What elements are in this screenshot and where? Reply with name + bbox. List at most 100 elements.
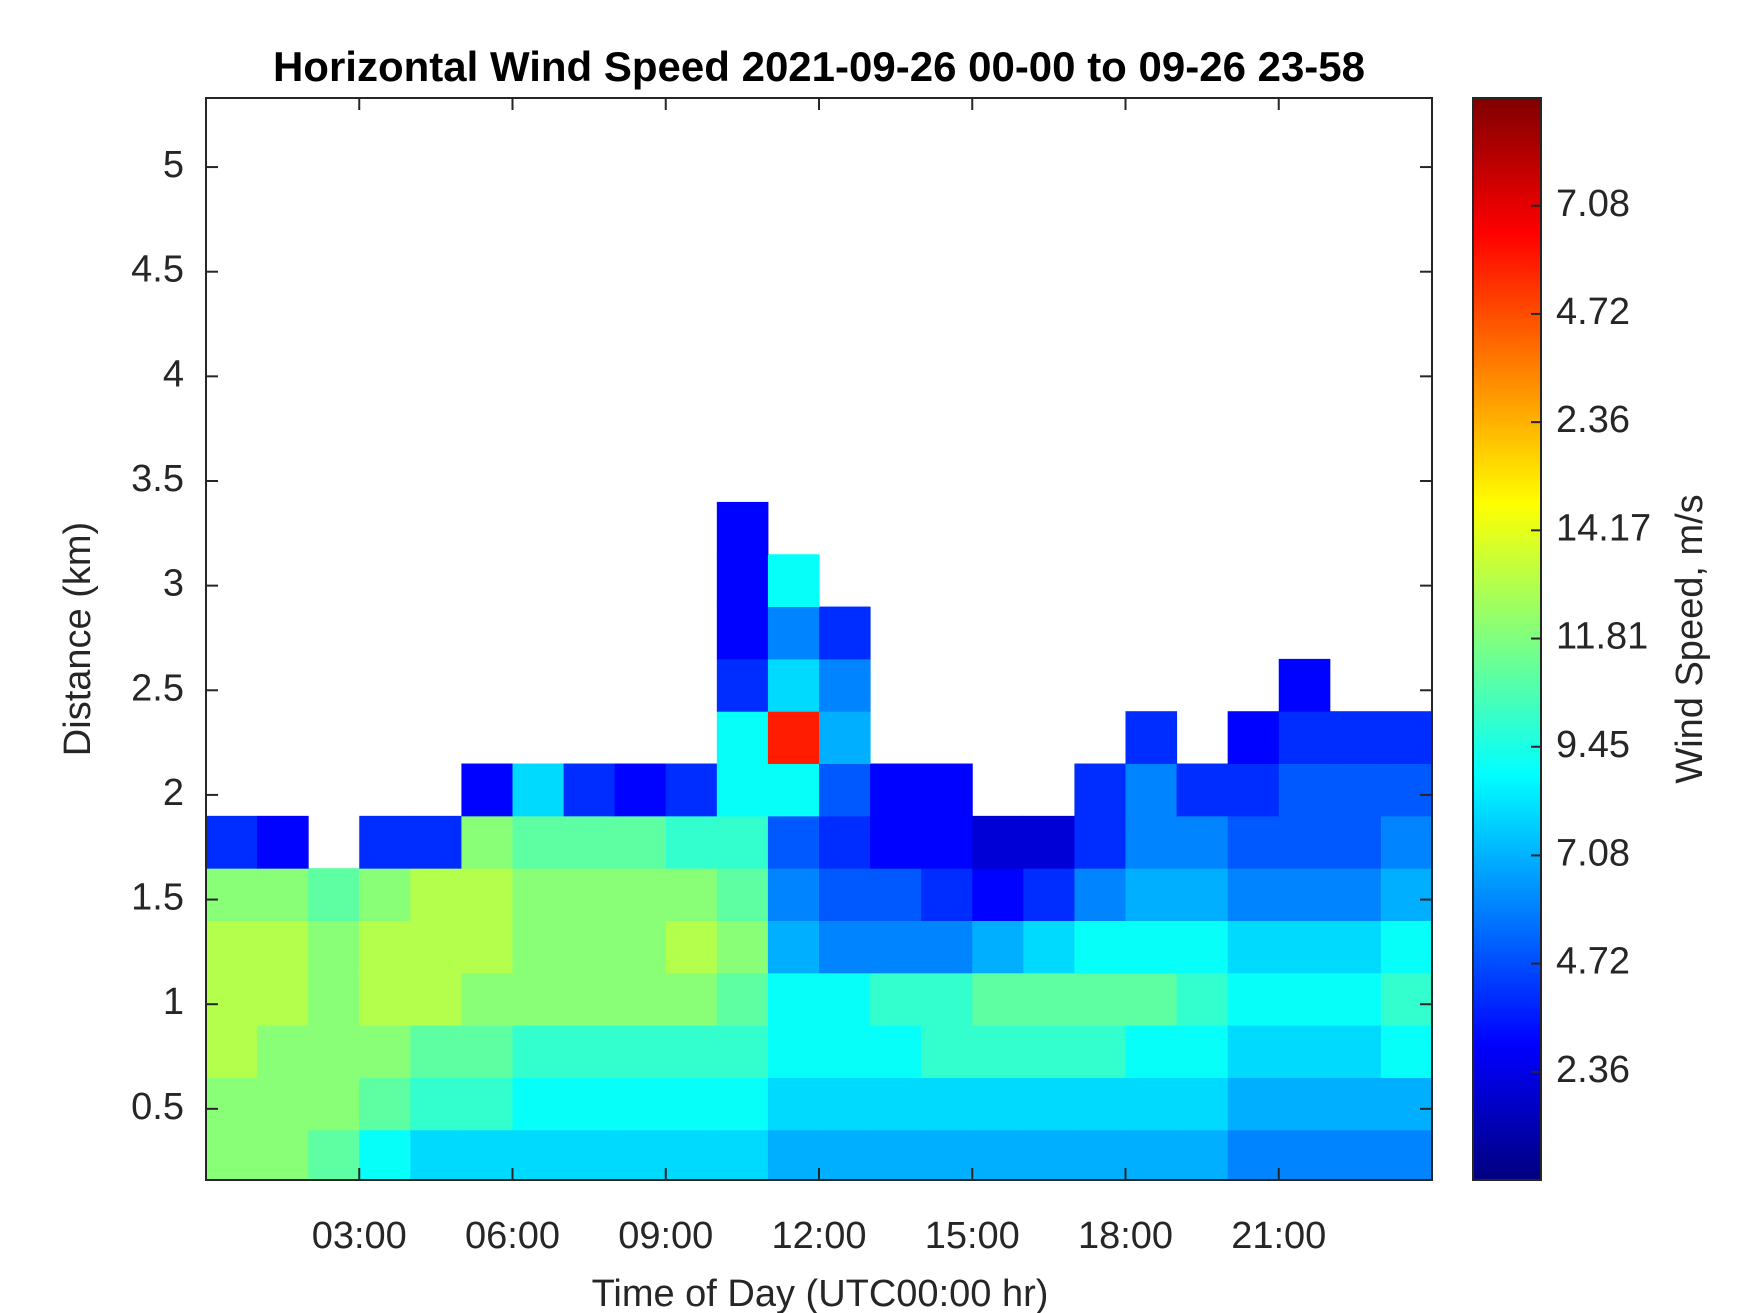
y-tick-label: 4.5	[131, 249, 184, 291]
heatmap-cell	[1278, 1129, 1331, 1181]
heatmap-cell	[870, 1129, 922, 1181]
colorbar	[1472, 97, 1542, 1181]
heatmap-cell	[665, 1077, 718, 1131]
heatmap-cell	[1380, 1129, 1433, 1181]
heatmap-cell	[410, 1025, 462, 1078]
heatmap-cell	[359, 920, 411, 974]
x-tick-label: 12:00	[771, 1215, 866, 1257]
heatmap-cell	[1227, 920, 1280, 974]
heatmap-cell	[870, 763, 922, 817]
heatmap-cell	[614, 920, 667, 974]
heatmap-cell	[1176, 763, 1229, 817]
heatmap-cell	[716, 711, 769, 765]
heatmap-cell	[767, 920, 820, 974]
heatmap-cell	[1125, 1025, 1178, 1078]
heatmap-cell	[665, 763, 718, 817]
heatmap-cell	[819, 815, 871, 869]
heatmap-cell	[1125, 1077, 1178, 1131]
heatmap-cell	[1380, 868, 1433, 921]
heatmap-cell	[1074, 1025, 1126, 1078]
heatmap-cell	[257, 868, 309, 921]
heatmap-cell	[972, 868, 1024, 921]
heatmap-cell	[665, 972, 718, 1026]
heatmap-cell	[410, 1129, 462, 1181]
heatmap-cell	[257, 1077, 309, 1131]
heatmap-cell	[1380, 1077, 1433, 1131]
heatmap-cell	[1125, 711, 1178, 765]
colorbar-tick-label: 7.08	[1556, 183, 1630, 225]
heatmap-cell	[972, 1129, 1024, 1181]
heatmap-cell	[1227, 868, 1280, 921]
heatmap-cell	[1023, 1129, 1075, 1181]
heatmap-cell	[716, 1129, 769, 1181]
heatmap-cell	[614, 1025, 667, 1078]
heatmap-cell	[716, 658, 769, 712]
heatmap-cell	[870, 920, 922, 974]
heatmap-cell	[563, 1129, 616, 1181]
heatmap-cell	[1074, 1129, 1126, 1181]
heatmap-cell	[359, 972, 411, 1026]
heatmap-cell	[1023, 972, 1075, 1026]
heatmap-cell	[1176, 868, 1229, 921]
heatmap-cell	[461, 868, 513, 921]
colorbar-tick-label: 14.17	[1556, 507, 1651, 549]
heatmap-cell	[819, 658, 871, 712]
heatmap-cell	[819, 868, 871, 921]
heatmap-cell	[819, 972, 871, 1026]
colorbar-tick-label: 11.81	[1556, 616, 1648, 658]
heatmap-cell	[767, 711, 820, 765]
heatmap-cell	[206, 868, 258, 921]
y-tick-label: 0.5	[131, 1086, 184, 1128]
heatmap-cell	[1278, 868, 1331, 921]
heatmap-cell	[257, 972, 309, 1026]
heatmap-cell	[716, 501, 769, 555]
heatmap-cell	[665, 868, 718, 921]
heatmap-cell	[921, 868, 973, 921]
heatmap-cell	[1278, 658, 1331, 712]
heatmap-cell	[870, 815, 922, 869]
heatmap-cell	[1227, 972, 1280, 1026]
x-tick-label: 21:00	[1231, 1215, 1326, 1257]
y-tick-label: 2	[163, 772, 184, 814]
heatmap-cell	[716, 763, 769, 817]
heatmap-cell	[870, 972, 922, 1026]
heatmap-cell	[1176, 1077, 1229, 1131]
heatmap-cell	[1023, 868, 1075, 921]
heatmap-cell	[512, 1025, 565, 1078]
heatmap-cell	[1278, 1025, 1331, 1078]
y-tick-label: 4	[163, 353, 184, 395]
heatmap-cell	[819, 920, 871, 974]
heatmap-cell	[257, 1129, 309, 1181]
heatmap-cell	[614, 763, 667, 817]
heatmap-cell	[359, 815, 411, 869]
heatmap-cell	[1176, 1025, 1229, 1078]
y-axis-label: Distance (km)	[57, 522, 99, 756]
heatmap-cell	[614, 815, 667, 869]
heatmap-cell	[716, 554, 769, 608]
heatmap-cell	[1074, 920, 1126, 974]
heatmap-cell	[308, 972, 360, 1026]
heatmap-cell	[512, 972, 565, 1026]
heatmap-cell	[257, 815, 309, 869]
heatmap-cell	[1329, 972, 1382, 1026]
heatmap-cell	[614, 972, 667, 1026]
heatmap-cell	[359, 1077, 411, 1131]
heatmap-cell	[819, 606, 871, 660]
heatmap-cell	[1278, 763, 1331, 817]
heatmap-cell	[870, 868, 922, 921]
chart-title: Horizontal Wind Speed 2021-09-26 00-00 t…	[273, 43, 1365, 90]
y-tick-label: 3	[163, 563, 184, 605]
heatmap-cell	[921, 763, 973, 817]
heatmap-cell	[1278, 1077, 1331, 1131]
heatmap-cell	[1125, 920, 1178, 974]
heatmap-cell	[614, 1129, 667, 1181]
heatmap-cell	[1329, 1077, 1382, 1131]
heatmap-cell	[512, 920, 565, 974]
heatmap-cell	[1329, 1129, 1382, 1181]
heatmap-cell	[410, 972, 462, 1026]
heatmap-cell	[1227, 1129, 1280, 1181]
heatmap-cell	[308, 1129, 360, 1181]
heatmap-cell	[767, 972, 820, 1026]
heatmap-cell	[1278, 972, 1331, 1026]
